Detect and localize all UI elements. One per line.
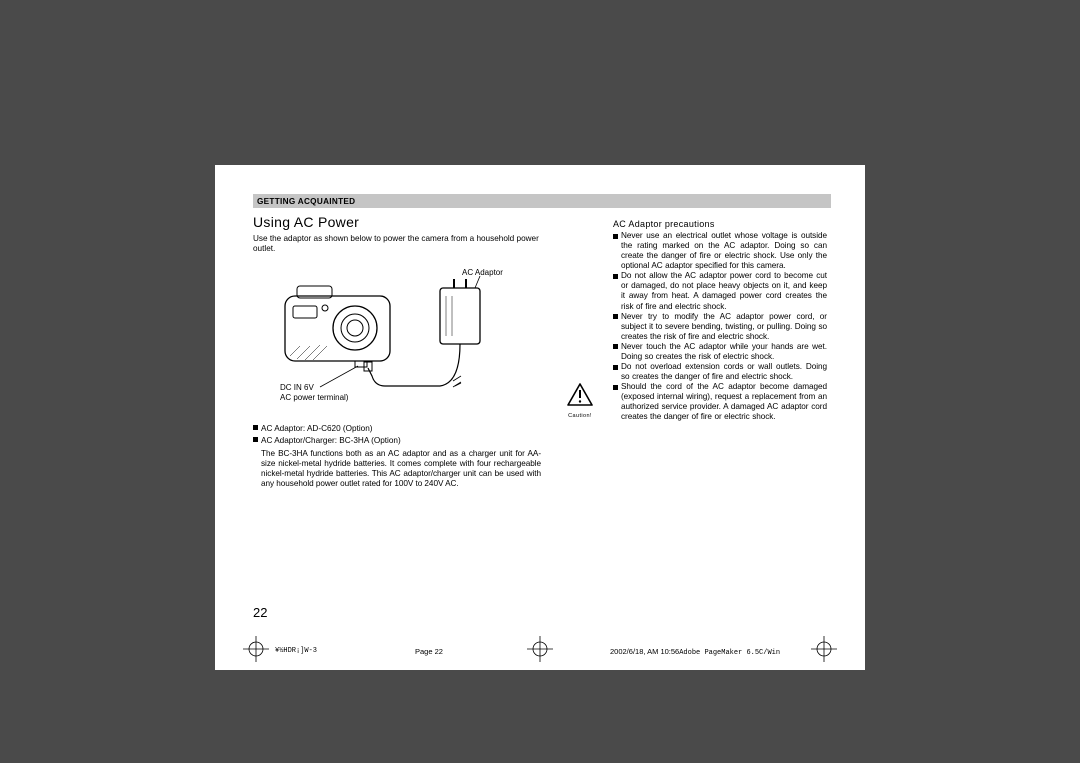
option-desc: The BC-3HA functions both as an AC adapt… xyxy=(253,449,541,490)
footer-right: 2002/6/18, AM 10:56Adobe PageMaker 6.5C/… xyxy=(610,647,780,657)
option-item-1-text: AC Adaptor: AD-C620 (Option) xyxy=(261,424,373,433)
diagram-svg xyxy=(280,268,530,408)
caution-label: Caution! xyxy=(560,413,600,419)
page-number: 22 xyxy=(253,605,267,620)
footer-center: Page 22 xyxy=(415,647,443,656)
print-footer: ¥½HDR¡]W-3 Page 22 2002/6/18, AM 10:56Ad… xyxy=(215,647,865,667)
precaution-item: Do not overload extension cords or wall … xyxy=(613,362,827,382)
precaution-item: Never touch the AC adaptor while your ha… xyxy=(613,342,827,362)
option-item-1: AC Adaptor: AD-C620 (Option) xyxy=(253,424,541,434)
precaution-item: Never use an electrical outlet whose vol… xyxy=(613,231,827,271)
bullet-icon xyxy=(253,425,258,430)
section-title: GETTING ACQUAINTED xyxy=(257,197,355,206)
left-items-block: AC Adaptor: AD-C620 (Option) AC Adaptor/… xyxy=(253,424,541,490)
footer-timestamp: 2002/6/18, AM 10:56 xyxy=(610,647,679,656)
caution-block: Caution! xyxy=(560,383,600,419)
precaution-item: Do not allow the AC adaptor power cord t… xyxy=(613,271,827,311)
section-header-band: GETTING ACQUAINTED xyxy=(253,194,831,208)
footer-app: Adobe PageMaker 6.5C/Win xyxy=(679,649,780,657)
precaution-item: Should the cord of the AC adaptor become… xyxy=(613,382,827,422)
bullet-icon xyxy=(253,437,258,442)
camera-adaptor-diagram: AC Adaptor DC IN 6V AC power terminal) xyxy=(280,268,530,408)
left-intro-text: Use the adaptor as shown below to power … xyxy=(253,234,541,254)
page-title: Using AC Power xyxy=(253,214,359,230)
option-item-2: AC Adaptor/Charger: BC-3HA (Option) xyxy=(253,436,541,446)
option-item-2-text: AC Adaptor/Charger: BC-3HA (Option) xyxy=(261,436,401,445)
caution-triangle-icon xyxy=(567,383,593,406)
right-heading: AC Adaptor precautions xyxy=(613,219,715,229)
footer-left: ¥½HDR¡]W-3 xyxy=(275,647,317,655)
precautions-list: Never use an electrical outlet whose vol… xyxy=(613,231,827,422)
manual-page: GETTING ACQUAINTED Using AC Power Use th… xyxy=(215,165,865,670)
precaution-item: Never try to modify the AC adaptor power… xyxy=(613,312,827,342)
